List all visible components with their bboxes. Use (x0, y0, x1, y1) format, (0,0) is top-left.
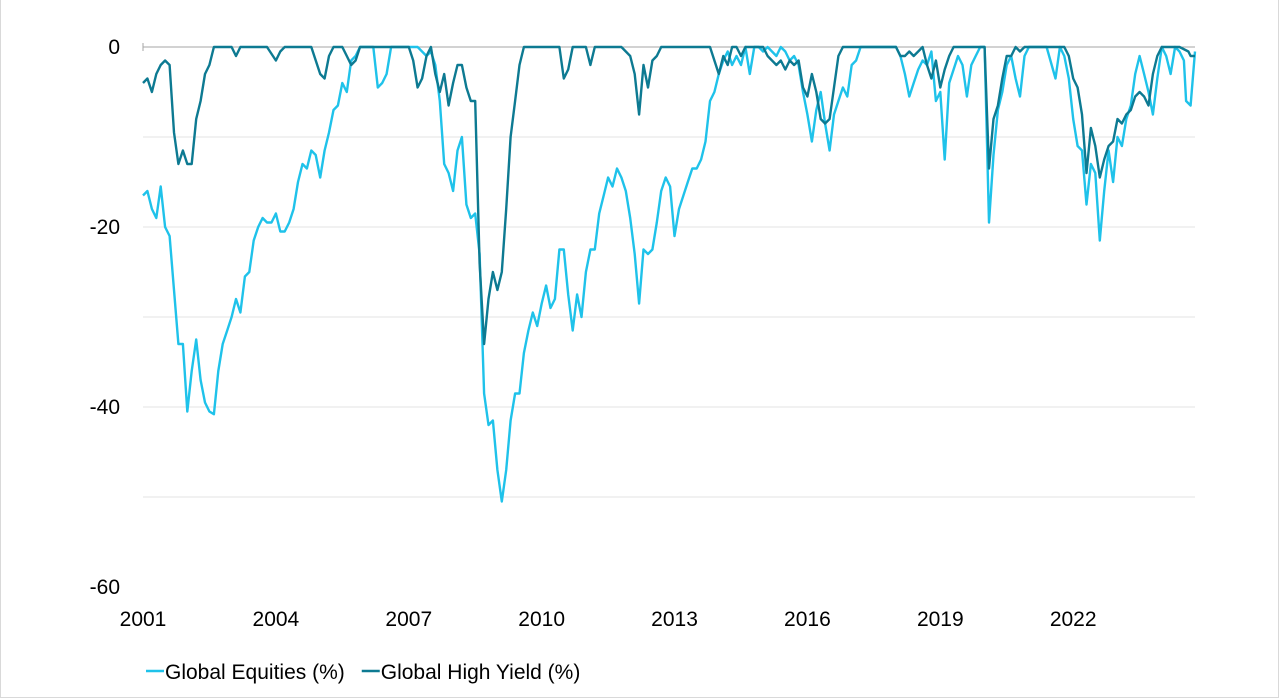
y-tick-label: -40 (90, 396, 120, 419)
series-line-1 (142, 45, 1195, 346)
y-tick-label: 0 (108, 36, 120, 59)
y-tick-label: -20 (90, 216, 120, 239)
gridlines (143, 136, 1195, 498)
series-lines (142, 45, 1197, 503)
series-line-0 (142, 45, 1197, 503)
y-tick-label: -60 (90, 576, 120, 599)
legend-label: Global High Yield (%) (381, 661, 581, 684)
x-tick-label: 2019 (917, 608, 964, 631)
x-tick-label: 2016 (784, 608, 831, 631)
x-tick-label: 2022 (1050, 608, 1097, 631)
legend-label: Global Equities (%) (165, 661, 345, 684)
x-tick-label: 2013 (651, 608, 698, 631)
x-tick-label: 2007 (385, 608, 432, 631)
legend: Global Equities (%) Global High Yield (%) (146, 661, 580, 684)
x-tick-label: 2010 (518, 608, 565, 631)
y-axis-tick-labels: 0 -20 -40 -60 (90, 36, 120, 599)
x-tick-label: 2001 (120, 608, 167, 631)
x-axis-tick-labels: 2001 2004 2007 2010 2013 2016 2019 2022 (120, 608, 1097, 631)
x-tick-label: 2004 (253, 608, 300, 631)
